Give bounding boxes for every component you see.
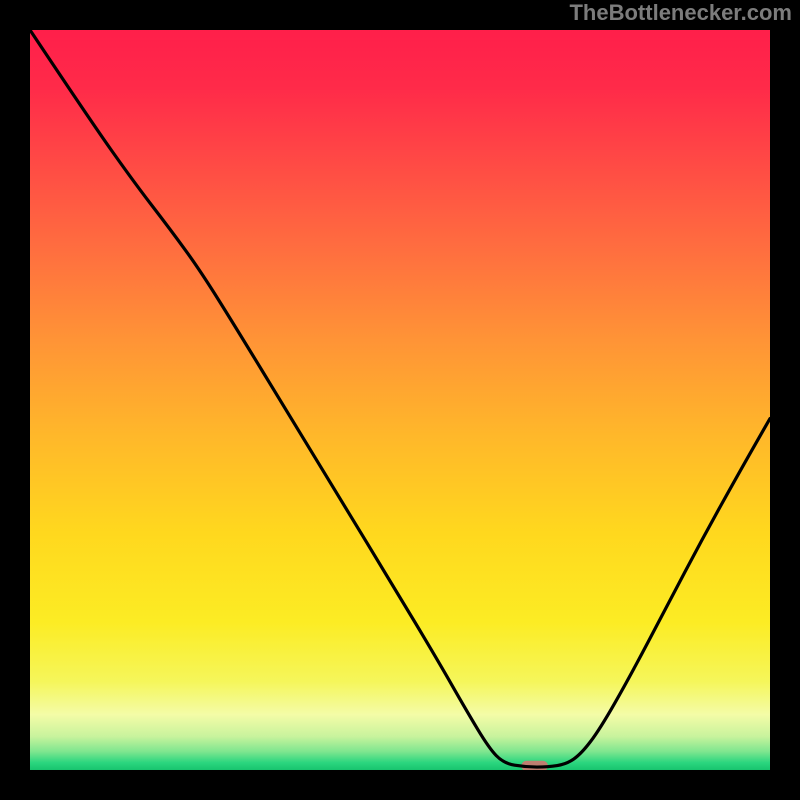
gradient-background — [30, 30, 770, 770]
bottleneck-chart — [0, 0, 800, 800]
chart-stage: TheBottlenecker.com — [0, 0, 800, 800]
